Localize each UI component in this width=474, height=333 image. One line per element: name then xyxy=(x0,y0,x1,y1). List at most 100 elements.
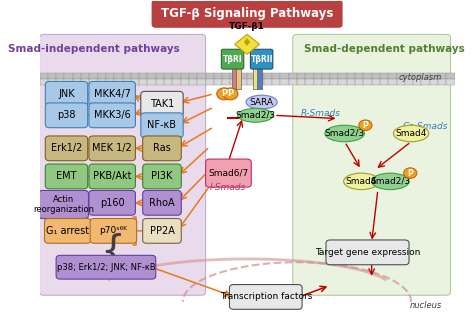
Text: P: P xyxy=(228,89,234,98)
Bar xyxy=(247,79,255,85)
Text: EMT: EMT xyxy=(56,171,77,181)
Text: PP2A: PP2A xyxy=(150,226,174,236)
Bar xyxy=(405,73,413,79)
Bar xyxy=(173,73,181,79)
Ellipse shape xyxy=(393,125,429,142)
Bar xyxy=(405,79,413,85)
Text: R-Smads: R-Smads xyxy=(301,109,341,118)
Bar xyxy=(222,79,230,85)
Text: NF-κB: NF-κB xyxy=(147,120,176,130)
Bar xyxy=(338,73,347,79)
Bar xyxy=(147,79,156,85)
FancyBboxPatch shape xyxy=(46,164,88,189)
Text: RhoA: RhoA xyxy=(149,198,175,208)
Bar xyxy=(338,79,347,85)
Circle shape xyxy=(223,88,238,100)
Bar xyxy=(388,73,397,79)
FancyBboxPatch shape xyxy=(206,159,251,187)
Bar xyxy=(255,79,264,85)
Bar xyxy=(106,79,114,85)
Bar xyxy=(380,79,388,85)
Polygon shape xyxy=(235,34,260,54)
Bar xyxy=(257,64,262,89)
Bar xyxy=(98,73,106,79)
FancyBboxPatch shape xyxy=(141,91,183,116)
Text: ♦: ♦ xyxy=(241,38,251,48)
Bar xyxy=(447,73,455,79)
Bar xyxy=(222,73,230,79)
Text: TGF-β Signaling Pathways: TGF-β Signaling Pathways xyxy=(161,7,333,20)
Bar xyxy=(355,79,364,85)
FancyBboxPatch shape xyxy=(143,190,181,215)
FancyBboxPatch shape xyxy=(46,103,88,128)
Bar xyxy=(313,73,322,79)
FancyBboxPatch shape xyxy=(89,190,136,215)
Bar xyxy=(39,79,48,85)
Text: Smad2/3: Smad2/3 xyxy=(325,129,365,138)
Bar xyxy=(56,73,64,79)
Bar xyxy=(139,73,147,79)
Ellipse shape xyxy=(344,173,379,189)
Text: cytoplasm: cytoplasm xyxy=(399,73,442,82)
Text: Ras: Ras xyxy=(153,143,171,153)
Bar xyxy=(232,64,237,89)
Bar xyxy=(330,73,338,79)
Text: TβRI: TβRI xyxy=(223,55,242,64)
Bar xyxy=(64,73,73,79)
Bar xyxy=(73,73,81,79)
Text: nucleus: nucleus xyxy=(410,301,442,310)
Bar xyxy=(413,79,421,85)
Text: Smad2/3: Smad2/3 xyxy=(235,111,275,120)
Bar xyxy=(421,73,430,79)
Text: Co-Smads: Co-Smads xyxy=(403,122,448,132)
Bar xyxy=(239,79,247,85)
Bar xyxy=(364,73,372,79)
Text: P: P xyxy=(363,121,368,130)
Bar xyxy=(305,73,313,79)
Bar xyxy=(289,73,297,79)
Text: p70ˢ⁶ᴷ: p70ˢ⁶ᴷ xyxy=(100,226,128,235)
Text: MKK4/7: MKK4/7 xyxy=(94,89,131,99)
Text: Actin
reorganization: Actin reorganization xyxy=(33,195,94,214)
Circle shape xyxy=(404,168,417,178)
FancyBboxPatch shape xyxy=(39,190,89,218)
Bar xyxy=(372,79,380,85)
Bar xyxy=(322,79,330,85)
Bar xyxy=(147,73,156,79)
Text: TAK1: TAK1 xyxy=(150,99,174,109)
Bar xyxy=(272,79,280,85)
Bar xyxy=(114,79,123,85)
Text: MKK3/6: MKK3/6 xyxy=(94,110,130,120)
Text: P: P xyxy=(221,89,228,98)
Bar xyxy=(123,79,131,85)
Text: Smad6/7: Smad6/7 xyxy=(208,168,248,177)
Text: {: { xyxy=(100,232,125,270)
Bar xyxy=(289,79,297,85)
Bar xyxy=(272,73,280,79)
Bar xyxy=(397,73,405,79)
Text: p38; Erk1/2; JNK; NF-κB: p38; Erk1/2; JNK; NF-κB xyxy=(56,263,155,272)
Bar xyxy=(131,79,139,85)
Bar xyxy=(430,79,438,85)
Text: MEK 1/2: MEK 1/2 xyxy=(92,143,132,153)
FancyBboxPatch shape xyxy=(46,82,88,106)
Bar xyxy=(189,79,197,85)
FancyBboxPatch shape xyxy=(143,136,181,161)
Circle shape xyxy=(359,120,372,131)
Text: Erk1/2: Erk1/2 xyxy=(51,143,82,153)
FancyBboxPatch shape xyxy=(56,255,156,279)
Bar xyxy=(139,79,147,85)
FancyBboxPatch shape xyxy=(143,218,181,243)
Bar xyxy=(372,73,380,79)
Bar xyxy=(39,73,48,79)
Bar xyxy=(114,73,123,79)
Bar xyxy=(297,73,305,79)
Bar xyxy=(297,79,305,85)
Text: JNK: JNK xyxy=(58,89,75,99)
FancyBboxPatch shape xyxy=(141,113,183,138)
Bar xyxy=(347,73,355,79)
Bar xyxy=(413,73,421,79)
Bar xyxy=(239,73,247,79)
Bar xyxy=(81,79,89,85)
Bar xyxy=(189,73,197,79)
